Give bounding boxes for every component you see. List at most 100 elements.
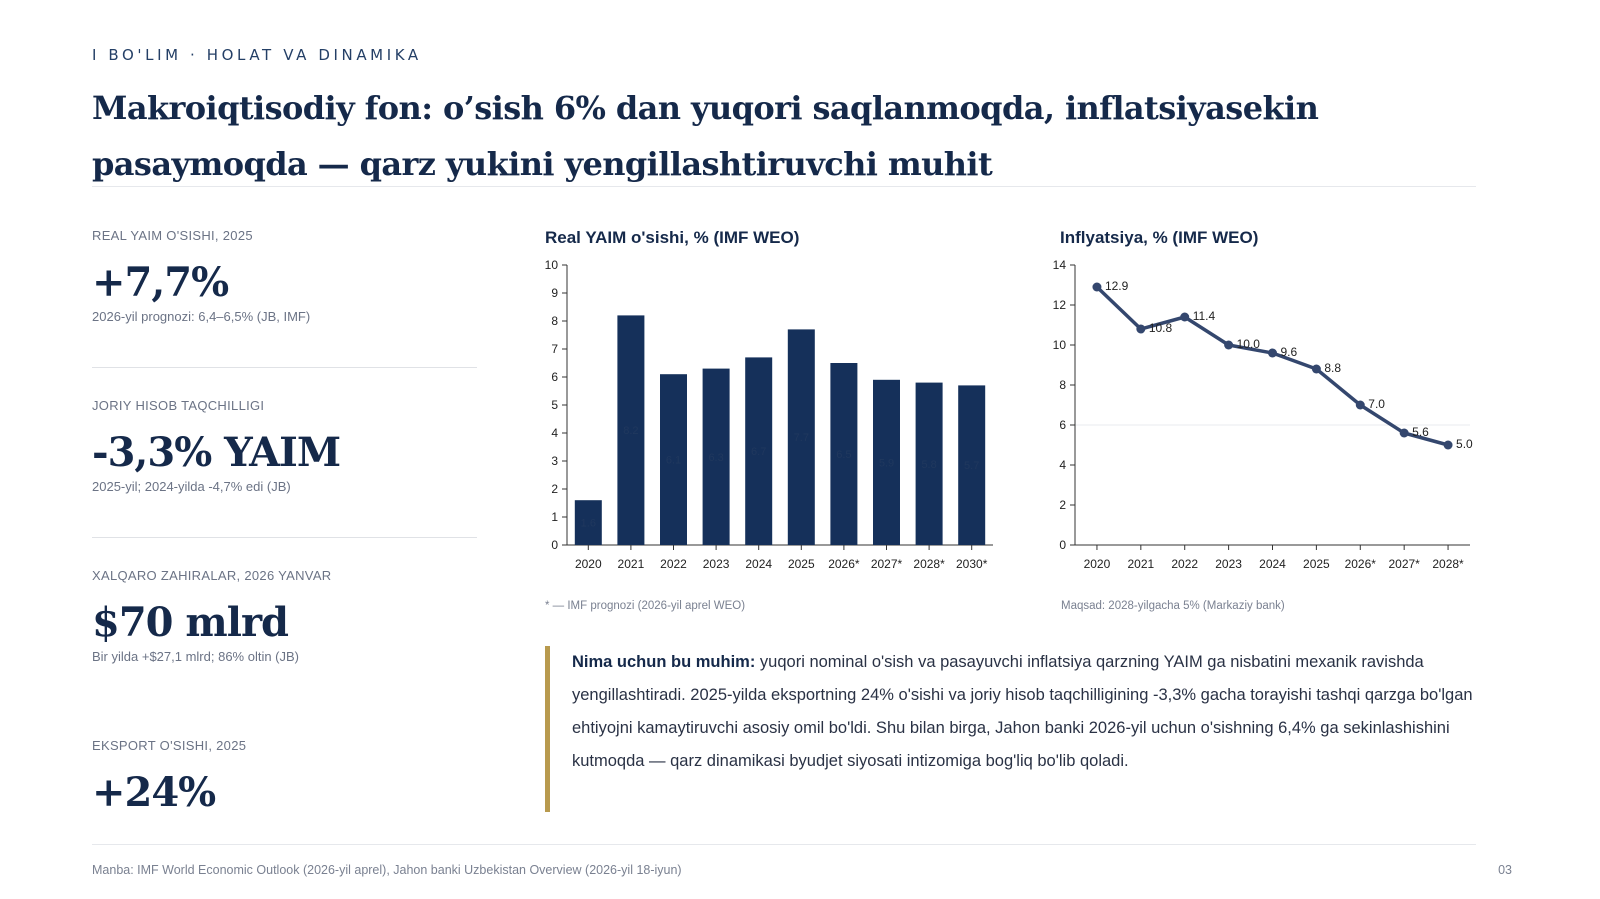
kpi-divider: [92, 537, 477, 538]
inflation-series-line: [1095, 285, 1449, 447]
x-tick-label: 2021: [618, 557, 645, 571]
gdp-data-label: 6.1: [666, 455, 681, 467]
x-tick-label: 2027*: [1388, 557, 1420, 571]
x-tick-label: 2022: [660, 557, 687, 571]
y-tick-label: 2: [1059, 498, 1066, 512]
kpi-divider: [92, 367, 477, 368]
gdp-bar: [745, 357, 773, 545]
gdp-data-label: 5.9: [879, 457, 894, 469]
kpi-value: -3,3% YAIM: [92, 429, 341, 476]
inflation-point: [1399, 428, 1409, 438]
y-tick-label: 12: [1053, 298, 1067, 312]
y-tick-label: 6: [1059, 418, 1066, 432]
gdp-bar: [702, 368, 730, 545]
kpi-note: 2025-yil; 2024-yilda -4,7% edi (JB): [92, 479, 291, 494]
kpi-value: +7,7%: [92, 259, 229, 306]
gdp-data-label: 5.7: [964, 460, 979, 472]
inflation-point: [1136, 324, 1146, 334]
y-tick-label: 10: [1053, 338, 1067, 352]
inflation-point: [1224, 340, 1234, 350]
gdp-bar: [787, 329, 815, 545]
y-tick-label: 14: [1053, 258, 1067, 272]
inflation-data-label: 5.6: [1412, 425, 1429, 439]
kpi-label: XALQARO ZAHIRALAR, 2026 YANVAR: [92, 568, 332, 583]
kpi-reserves: XALQARO ZAHIRALAR, 2026 YANVAR $70 mlrd …: [92, 568, 477, 664]
x-tick-label: 2026*: [828, 557, 860, 571]
x-tick-label: 2027*: [871, 557, 903, 571]
inflation-data-label: 5.0: [1456, 437, 1473, 451]
kpi-value: +24%: [92, 769, 216, 816]
x-tick-label: 2024: [745, 557, 772, 571]
inflation-chart-title: Inflyatsiya, % (IMF WEO): [1060, 228, 1259, 247]
kpi-export-growth: EKSPORT O'SISHI, 2025 +24%: [92, 738, 477, 815]
gdp-bar: [617, 315, 645, 545]
source-footnote: Manba: IMF World Economic Outlook (2026-…: [92, 863, 682, 877]
callout-body: yuqori nominal o'sish va pasayuvchi infl…: [572, 653, 1473, 770]
gdp-bar: [660, 374, 687, 545]
x-tick-label: 2020: [1084, 557, 1111, 571]
gdp-bar: [830, 363, 858, 545]
inflation-data-label: 10.0: [1237, 337, 1261, 351]
gdp-chart-title: Real YAIM o'sishi, % (IMF WEO): [545, 228, 800, 247]
y-tick-label: 6: [551, 370, 558, 384]
x-tick-label: 2028*: [1432, 557, 1464, 571]
inflation-data-label: 10.8: [1149, 321, 1173, 335]
gdp-chart-footnote: * — IMF prognozi (2026-yil aprel WEO): [545, 600, 746, 612]
inflation-data-label: 12.9: [1105, 279, 1129, 293]
gdp-bar: [915, 382, 943, 545]
kpi-value: $70 mlrd: [92, 599, 289, 646]
y-tick-label: 4: [551, 426, 558, 440]
y-tick-label: 1: [551, 510, 558, 524]
y-tick-label: 0: [1059, 538, 1066, 552]
y-tick-label: 2: [551, 482, 558, 496]
inflation-data-label: 11.4: [1193, 309, 1216, 323]
gdp-bar: [873, 379, 900, 545]
inflation-point: [1180, 312, 1190, 322]
kpi-label: EKSPORT O'SISHI, 2025: [92, 738, 247, 753]
why-it-matters-callout: Nima uchun bu muhim: yuqori nominal o'si…: [545, 646, 1490, 812]
inflation-point: [1268, 348, 1277, 358]
x-tick-label: 2020: [575, 557, 602, 571]
gdp-bar: [958, 385, 986, 545]
kpi-note: Bir yilda +$27,1 mlrd; 86% oltin (JB): [92, 649, 300, 664]
gdp-data-label: 8.2: [623, 425, 638, 437]
inflation-point: [1355, 400, 1365, 410]
callout-lead: Nima uchun bu muhim:: [572, 653, 756, 671]
x-tick-label: 2024: [1259, 557, 1286, 571]
inflation-point: [1443, 440, 1453, 450]
gdp-data-label: 6.7: [751, 446, 766, 458]
y-tick-label: 3: [551, 454, 558, 468]
gdp-bar: [574, 500, 602, 545]
y-tick-label: 0: [551, 538, 558, 552]
gdp-data-label: 7.7: [794, 432, 809, 444]
x-tick-label: 2023: [703, 557, 730, 571]
x-tick-label: 2028*: [913, 557, 945, 571]
gdp-data-label: 1.6: [581, 518, 596, 530]
section-eyebrow: I BO'LIM · HOLAT VA DINAMIKA: [92, 46, 422, 64]
inflation-data-label: 8.8: [1324, 361, 1341, 375]
inflation-data-label: 7.0: [1368, 397, 1385, 411]
x-tick-label: 2026*: [1345, 557, 1377, 571]
x-tick-label: 2021: [1127, 557, 1154, 571]
inflation-chart-footnote: Maqsad: 2028-yilgacha 5% (Markaziy bank): [1061, 600, 1285, 612]
kpi-current-account: JORIY HISOB TAQCHILLIGI -3,3% YAIM 2025-…: [92, 398, 477, 494]
page-number: 03: [1498, 863, 1512, 877]
x-tick-label: 2022: [1171, 557, 1198, 571]
inflation-point: [1092, 282, 1102, 292]
y-tick-label: 7: [551, 342, 558, 356]
gdp-data-label: 6.3: [708, 452, 723, 464]
kpi-label: JORIY HISOB TAQCHILLIGI: [92, 398, 265, 413]
y-tick-label: 8: [551, 314, 558, 328]
x-tick-label: 2025: [788, 557, 815, 571]
inflation-line-chart: 0 2 4 6 8 10 12 14 2020 2021 2022 2023 2024 2025 2026*…: [1053, 258, 1473, 571]
page-title: Makroiqtisodiy fon: o’sish 6% dan yuqori…: [92, 89, 1319, 183]
gdp-growth-bar-chart: 0 1 2 3 4 5 6 7 8 9 10 1.6 2020 8.2 2021 6.1 2022 6.3 2023…: [545, 258, 993, 571]
y-tick-label: 8: [1059, 378, 1066, 392]
gdp-data-label: 6.5: [836, 449, 851, 461]
x-tick-label: 2025: [1303, 557, 1330, 571]
kpi-gdp-growth: REAL YAIM O'SISHI, 2025 +7,7% 2026-yil p…: [92, 228, 477, 324]
y-tick-label: 9: [551, 286, 558, 300]
x-tick-label: 2023: [1215, 557, 1242, 571]
kpi-label: REAL YAIM O'SISHI, 2025: [92, 228, 253, 243]
x-tick-label: 2030*: [956, 557, 988, 571]
